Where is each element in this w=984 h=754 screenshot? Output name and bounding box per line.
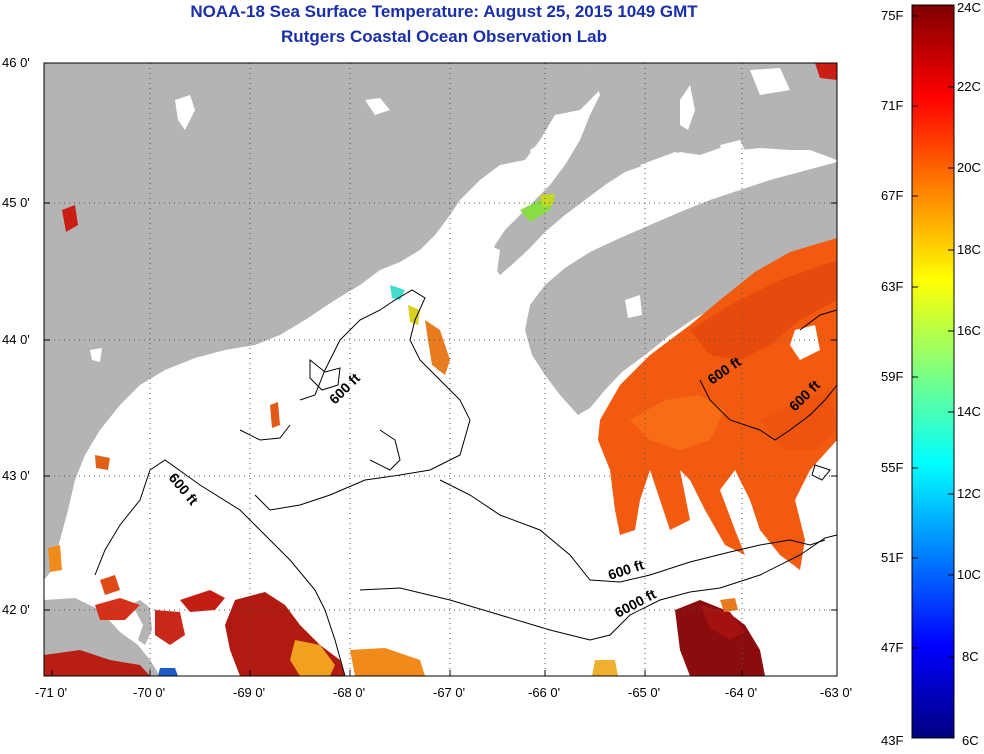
lat-label-43: 43 0' [2,468,30,483]
colorbar [911,4,955,739]
colorbar-f-label-47: 47F [881,640,904,655]
land-lakes [90,68,820,362]
map-title: NOAA-18 Sea Surface Temperature: August … [190,2,698,21]
map-border [43,62,838,677]
colorbar-f-label-43: 43F [881,733,904,748]
sst-data-layer [44,63,837,676]
colorbar-c-label-18: 18C [957,242,981,257]
lat-label-45: 45 0' [2,195,30,210]
map-tick-marks [44,62,838,676]
lon-label-65: -65 0' [628,685,661,700]
lon-label-64: -64 0' [725,685,758,700]
colorbar-c-label-24: 24C [957,0,981,15]
colorbar-f-label-55: 55F [881,460,904,475]
lat-label-44: 44 0' [2,332,30,347]
colorbar-ticks [912,15,954,658]
land-cape-cod-arm [130,600,152,645]
colorbar-c-label-14: 14C [957,404,981,419]
graticule [44,63,837,676]
lon-label-69: -69 0' [233,685,266,700]
lon-label-63: -63 0' [820,685,853,700]
colorbar-c-label-20: 20C [957,160,981,175]
colorbar-c-label-10: 10C [957,567,981,582]
lat-label-46: 46 0' [2,55,30,70]
colorbar-f-label-67: 67F [881,188,904,203]
lat-label-42: 42 0' [2,602,30,617]
lon-label-68: -68 0' [333,685,366,700]
lon-label-67: -67 0' [433,685,466,700]
lon-label-70: -70 0' [133,685,166,700]
colorbar-c-label-16: 16C [957,323,981,338]
depth-contours [94,289,837,676]
map-subtitle: Rutgers Coastal Ocean Observation Lab [281,27,607,46]
colorbar-c-label-22: 22C [957,79,981,94]
colorbar-f-label-59: 59F [881,369,904,384]
colorbar-c-label-12: 12C [957,486,981,501]
colorbar-f-label-75: 75F [881,8,904,23]
colorbar-f-label-71: 71F [881,98,904,113]
colorbar-c-label-6: 6C [962,733,979,748]
land-new-england [44,63,600,580]
colorbar-f-label-63: 63F [881,279,904,294]
colorbar-c-label-8: 8C [962,649,979,664]
lon-label-66: -66 0' [528,685,561,700]
lon-label-71: -71 0' [35,685,68,700]
land-new-brunswick [490,63,837,275]
land-nova-scotia [525,162,837,415]
colorbar-f-label-51: 51F [881,550,904,565]
